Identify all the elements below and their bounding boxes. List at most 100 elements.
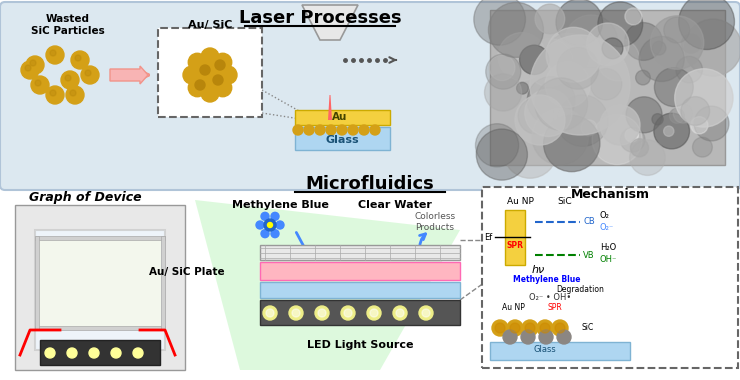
Text: LED Light Source: LED Light Source bbox=[307, 340, 413, 350]
Circle shape bbox=[367, 306, 381, 320]
Circle shape bbox=[652, 114, 663, 125]
Circle shape bbox=[555, 323, 565, 333]
Circle shape bbox=[370, 309, 378, 317]
Circle shape bbox=[664, 126, 674, 136]
Circle shape bbox=[681, 97, 710, 125]
FancyBboxPatch shape bbox=[158, 28, 262, 117]
Circle shape bbox=[675, 69, 733, 127]
Circle shape bbox=[46, 86, 64, 104]
Circle shape bbox=[485, 54, 521, 89]
Circle shape bbox=[537, 320, 553, 336]
Circle shape bbox=[519, 45, 549, 74]
Circle shape bbox=[498, 33, 546, 81]
Circle shape bbox=[71, 51, 89, 69]
Circle shape bbox=[600, 105, 640, 145]
Circle shape bbox=[598, 2, 642, 47]
Text: OH⁻: OH⁻ bbox=[600, 255, 617, 264]
Text: Methylene Blue: Methylene Blue bbox=[514, 276, 581, 285]
Polygon shape bbox=[328, 95, 332, 120]
Circle shape bbox=[650, 16, 704, 69]
Circle shape bbox=[522, 320, 538, 336]
Circle shape bbox=[620, 127, 645, 152]
Circle shape bbox=[489, 55, 515, 81]
Circle shape bbox=[676, 56, 702, 83]
Bar bbox=[295, 110, 390, 125]
Circle shape bbox=[46, 46, 64, 64]
Polygon shape bbox=[195, 200, 460, 370]
Circle shape bbox=[693, 137, 713, 157]
Text: Graph of Device: Graph of Device bbox=[29, 190, 141, 204]
Circle shape bbox=[556, 95, 608, 146]
Circle shape bbox=[271, 212, 279, 220]
Circle shape bbox=[111, 348, 121, 358]
Circle shape bbox=[474, 0, 525, 45]
Circle shape bbox=[525, 38, 574, 87]
Bar bbox=[505, 210, 525, 265]
Circle shape bbox=[597, 38, 640, 81]
Circle shape bbox=[557, 48, 599, 89]
Text: O₂⁻ • OH•: O₂⁻ • OH• bbox=[529, 293, 571, 302]
Circle shape bbox=[341, 306, 355, 320]
Circle shape bbox=[318, 309, 326, 317]
Circle shape bbox=[654, 68, 693, 106]
Bar bbox=[295, 127, 390, 150]
Circle shape bbox=[492, 320, 508, 336]
Circle shape bbox=[485, 74, 522, 111]
Circle shape bbox=[276, 221, 284, 229]
Circle shape bbox=[326, 125, 336, 135]
Polygon shape bbox=[302, 5, 358, 40]
Circle shape bbox=[396, 309, 404, 317]
Circle shape bbox=[21, 61, 39, 79]
Bar bbox=[35, 236, 39, 330]
Circle shape bbox=[195, 80, 205, 90]
Bar bbox=[15, 205, 185, 370]
Circle shape bbox=[70, 90, 76, 96]
Text: Methylene Blue: Methylene Blue bbox=[232, 200, 329, 210]
Circle shape bbox=[527, 77, 575, 124]
Circle shape bbox=[507, 320, 523, 336]
Text: SiC: SiC bbox=[582, 323, 594, 332]
Circle shape bbox=[65, 75, 71, 81]
Circle shape bbox=[61, 71, 79, 89]
Circle shape bbox=[214, 53, 232, 71]
Circle shape bbox=[654, 113, 690, 149]
Bar bbox=[260, 245, 460, 260]
Circle shape bbox=[495, 323, 505, 333]
Circle shape bbox=[293, 125, 303, 135]
Bar bbox=[39, 240, 161, 330]
Circle shape bbox=[602, 38, 623, 59]
Circle shape bbox=[45, 348, 55, 358]
Circle shape bbox=[50, 90, 56, 96]
Circle shape bbox=[31, 76, 49, 94]
Circle shape bbox=[271, 230, 279, 238]
Circle shape bbox=[190, 55, 230, 95]
Circle shape bbox=[581, 120, 597, 136]
Circle shape bbox=[304, 125, 314, 135]
Circle shape bbox=[266, 309, 274, 317]
Text: Microfluidics: Microfluidics bbox=[306, 175, 434, 193]
Circle shape bbox=[26, 56, 44, 74]
Circle shape bbox=[477, 129, 528, 180]
Circle shape bbox=[201, 84, 219, 102]
Circle shape bbox=[422, 309, 430, 317]
FancyBboxPatch shape bbox=[0, 2, 740, 190]
Text: Au/ SiC Plate: Au/ SiC Plate bbox=[149, 267, 225, 277]
Circle shape bbox=[476, 124, 519, 167]
Text: Laser Processes: Laser Processes bbox=[239, 9, 401, 27]
Circle shape bbox=[517, 82, 528, 94]
Circle shape bbox=[625, 23, 662, 60]
Circle shape bbox=[337, 125, 347, 135]
Circle shape bbox=[503, 330, 517, 344]
Bar bbox=[260, 300, 460, 325]
Circle shape bbox=[183, 66, 201, 84]
Circle shape bbox=[546, 27, 601, 82]
Circle shape bbox=[639, 36, 684, 81]
Circle shape bbox=[66, 86, 84, 104]
Circle shape bbox=[214, 79, 232, 97]
Circle shape bbox=[419, 306, 433, 320]
Text: Au/ SiC: Au/ SiC bbox=[188, 20, 232, 30]
Circle shape bbox=[292, 309, 300, 317]
Circle shape bbox=[267, 223, 272, 228]
Circle shape bbox=[565, 15, 618, 68]
Circle shape bbox=[393, 306, 407, 320]
